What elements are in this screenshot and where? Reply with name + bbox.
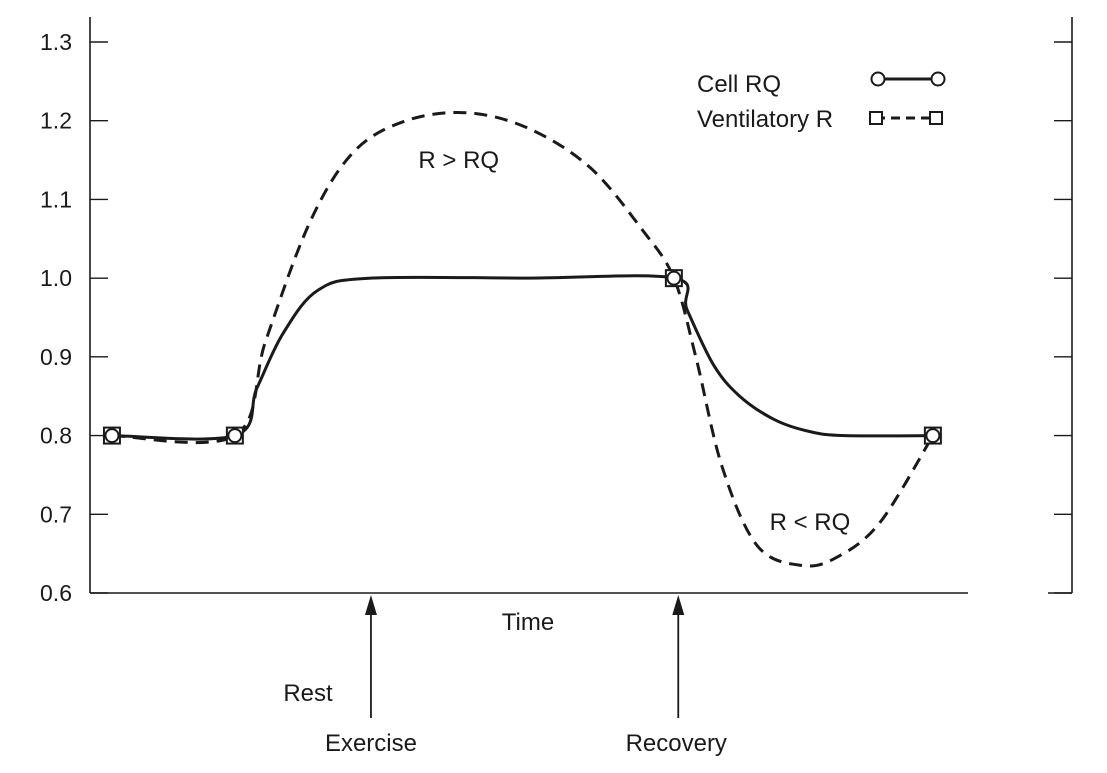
series-line-cell-rq xyxy=(111,274,933,441)
annotation-label: R < RQ xyxy=(770,509,851,536)
annotations: R > RQ R < RQ xyxy=(418,147,850,536)
x-axis-label: Time xyxy=(502,609,554,636)
y-tick-label: 1.2 xyxy=(40,108,72,134)
y-tick-label: 1.0 xyxy=(40,265,72,291)
y-tick-label: 0.7 xyxy=(40,501,72,527)
chart-frame xyxy=(89,17,1073,594)
legend-marker-cell-rq xyxy=(930,71,946,87)
y-tick-label: 1.3 xyxy=(40,29,72,55)
cell-rq-point xyxy=(227,428,243,444)
legend-marker-ventilatory-r xyxy=(869,111,883,125)
y-tick-label: 0.8 xyxy=(40,423,72,449)
cell-rq-point xyxy=(925,428,941,444)
y-tick-label: 0.9 xyxy=(40,344,72,370)
annotation-label: R > RQ xyxy=(418,147,499,174)
y-tick-label: 1.1 xyxy=(40,186,72,212)
phase-label-recovery: Recovery xyxy=(626,730,727,757)
phase-arrow-head xyxy=(672,595,685,615)
y-tick-label: 0.6 xyxy=(40,580,72,606)
phase-arrow-head xyxy=(364,595,377,615)
legend-label-ventilatory-r: Ventilatory R xyxy=(697,106,833,133)
series-layer xyxy=(111,110,935,568)
legend-marker-ventilatory-r xyxy=(929,111,943,125)
legend-label-cell-rq: Cell RQ xyxy=(697,71,781,98)
series-line-ventilatory-r xyxy=(111,110,935,568)
cell-rq-point xyxy=(666,270,682,286)
phase-label-rest: Rest xyxy=(283,680,333,707)
phase-label-exercise: Exercise xyxy=(325,730,417,757)
phase-markers: Rest Exercise Recovery xyxy=(283,595,727,757)
legend: Cell RQ Ventilatory R xyxy=(697,71,946,133)
markers-layer xyxy=(102,269,942,445)
legend-marker-cell-rq xyxy=(870,71,886,87)
cell-rq-point xyxy=(104,428,120,444)
y-axis-ticks: 0.6 0.7 0.8 0.9 1.0 1.1 1.2 1.3 xyxy=(40,29,1072,606)
